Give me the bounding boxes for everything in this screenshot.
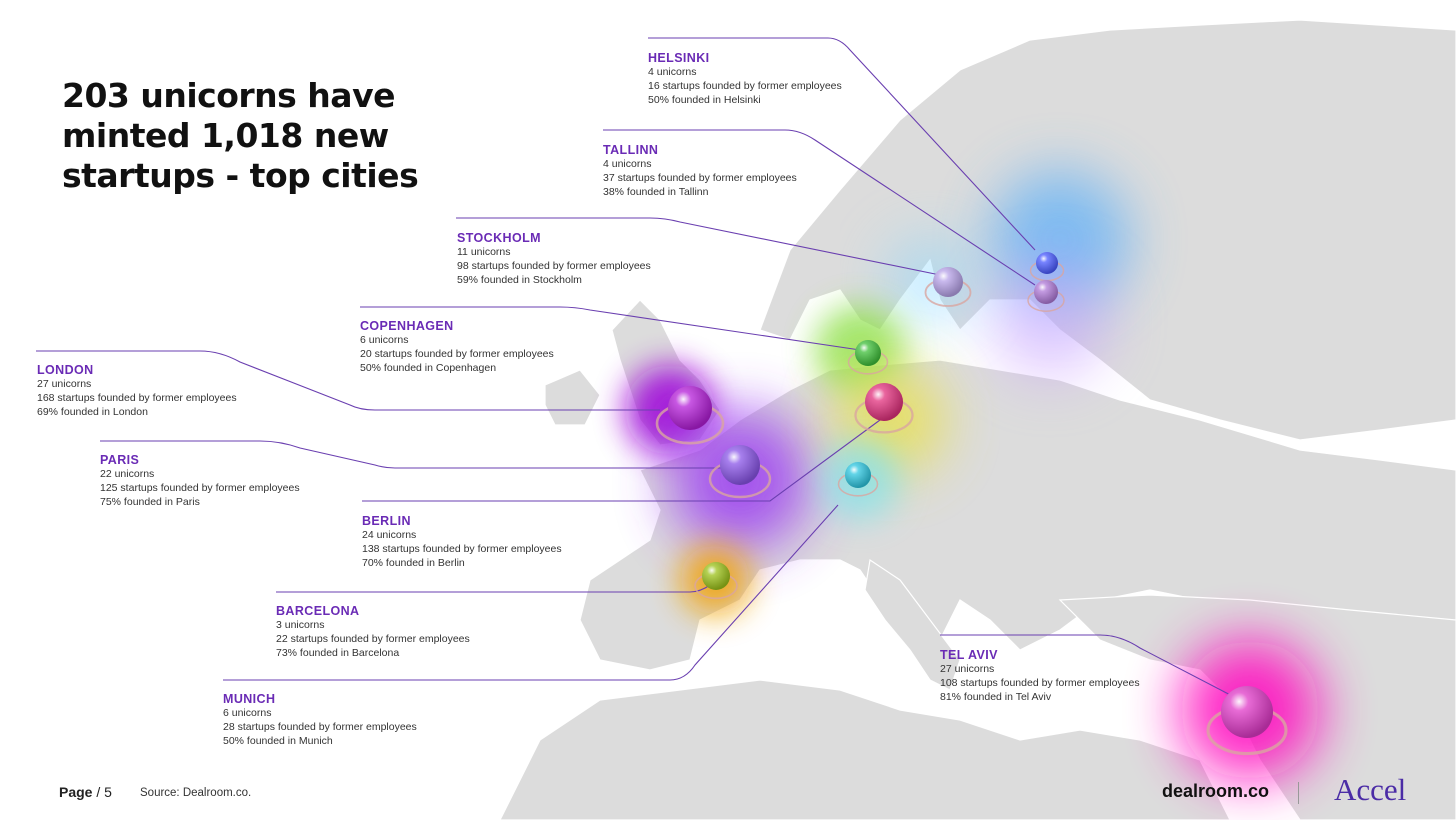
city-unicorns: 4 unicorns <box>648 66 697 78</box>
city-markers <box>655 252 1288 756</box>
leader-munich <box>223 504 839 681</box>
city-startups: 125 startups founded by former employees <box>100 481 300 494</box>
leader-london <box>36 350 660 411</box>
city-founded: 38% founded in Tallinn <box>603 185 709 198</box>
marker-helsinki <box>1029 252 1065 282</box>
city-unicorns: 22 unicorns <box>100 468 155 480</box>
city-unicorns: 4 unicorns <box>603 158 652 170</box>
city-name: TEL AVIV <box>940 648 998 662</box>
land-italy <box>864 558 961 691</box>
page-label: Page <box>59 784 93 800</box>
land-africa <box>499 679 1231 820</box>
city-founded: 75% founded in Paris <box>100 495 200 508</box>
marker-highlight <box>668 386 712 430</box>
leader-helsinki <box>648 37 1036 251</box>
marker-highlight <box>865 383 903 421</box>
marker-highlight <box>702 562 730 590</box>
city-name: LONDON <box>37 363 94 377</box>
city-name: BERLIN <box>362 514 411 528</box>
marker-berlin <box>854 383 914 434</box>
source-note: Source: Dealroom.co. <box>140 787 252 799</box>
marker-highlight <box>1221 686 1273 738</box>
leader-telaviv <box>940 634 1241 701</box>
marker-telaviv <box>1206 686 1288 756</box>
city-founded: 69% founded in London <box>37 405 148 418</box>
leader-copenhagen <box>360 306 861 351</box>
marker-highlight <box>855 340 881 366</box>
callout-copenhagen: COPENHAGEN 6 unicorns 20 startups founde… <box>360 318 554 375</box>
dealroom-logo: dealroom.co <box>1162 781 1270 801</box>
accel-logo: Accel <box>1334 772 1407 807</box>
city-unicorns: 24 unicorns <box>362 529 417 541</box>
city-name: MUNICH <box>223 692 276 706</box>
page-title: 203 unicorns have minted 1,018 new start… <box>62 76 419 195</box>
city-name: TALLINN <box>603 143 659 157</box>
logo-divider <box>1298 782 1299 804</box>
city-startups: 98 startups founded by former employees <box>457 259 651 272</box>
callout-helsinki: HELSINKI 4 unicorns 16 startups founded … <box>648 50 842 107</box>
city-founded: 73% founded in Barcelona <box>276 646 400 659</box>
marker-highlight <box>1034 280 1058 304</box>
marker-tallinn <box>1027 280 1065 312</box>
city-unicorns: 6 unicorns <box>360 334 409 346</box>
callout-stockholm: STOCKHOLM 11 unicorns 98 startups founde… <box>457 230 651 287</box>
page-number: 5 <box>104 784 112 800</box>
callout-paris: PARIS 22 unicorns 125 startups founded b… <box>100 452 300 509</box>
city-startups: 20 startups founded by former employees <box>360 347 554 360</box>
leader-lines <box>36 37 1241 701</box>
marker-highlight <box>720 445 760 485</box>
city-startups: 16 startups founded by former employees <box>648 79 842 92</box>
city-startups: 37 startups founded by former employees <box>603 171 797 184</box>
city-name: STOCKHOLM <box>457 231 541 245</box>
city-unicorns: 27 unicorns <box>940 663 995 675</box>
city-founded: 81% founded in Tel Aviv <box>940 690 1052 703</box>
marker-stockholm <box>924 267 972 307</box>
marker-london <box>655 386 725 445</box>
callout-berlin: BERLIN 24 unicorns 138 startups founded … <box>362 513 562 570</box>
marker-copenhagen <box>847 340 889 375</box>
leader-stockholm <box>456 217 941 276</box>
callout-barcelona: BARCELONA 3 unicorns 22 startups founded… <box>276 603 470 660</box>
city-founded: 50% founded in Helsinki <box>648 93 761 106</box>
city-startups: 22 startups founded by former employees <box>276 632 470 645</box>
marker-barcelona <box>694 562 738 600</box>
marker-paris <box>708 445 772 499</box>
city-name: PARIS <box>100 453 140 467</box>
leader-berlin <box>362 419 881 502</box>
leader-paris <box>100 440 730 469</box>
city-startups: 108 startups founded by former employees <box>940 676 1140 689</box>
marker-highlight <box>933 267 963 297</box>
marker-munich <box>837 462 879 497</box>
marker-highlight <box>845 462 871 488</box>
city-unicorns: 11 unicorns <box>457 246 511 258</box>
city-founded: 50% founded in Munich <box>223 734 333 747</box>
callout-munich: MUNICH 6 unicorns 28 startups founded by… <box>223 691 417 748</box>
callout-telaviv: TEL AVIV 27 unicorns 108 startups founde… <box>940 647 1140 704</box>
city-founded: 70% founded in Berlin <box>362 556 465 569</box>
city-startups: 138 startups founded by former employees <box>362 542 562 555</box>
page-separator: / <box>96 784 101 800</box>
city-name: BARCELONA <box>276 604 360 618</box>
city-unicorns: 27 unicorns <box>37 378 92 390</box>
city-name: COPENHAGEN <box>360 319 454 333</box>
city-name: HELSINKI <box>648 51 710 65</box>
city-startups: 168 startups founded by former employees <box>37 391 237 404</box>
city-unicorns: 6 unicorns <box>223 707 272 719</box>
city-startups: 28 startups founded by former employees <box>223 720 417 733</box>
marker-highlight <box>1036 252 1058 274</box>
city-unicorns: 3 unicorns <box>276 619 325 631</box>
page-indicator: Page / 5 <box>59 784 112 800</box>
leader-tallinn <box>603 129 1036 286</box>
city-founded: 59% founded in Stockholm <box>457 273 582 286</box>
callout-london: LONDON 27 unicorns 168 startups founded … <box>37 362 237 419</box>
city-founded: 50% founded in Copenhagen <box>360 361 497 374</box>
land-ireland <box>544 369 601 426</box>
callout-tallinn: TALLINN 4 unicorns 37 startups founded b… <box>603 142 797 199</box>
